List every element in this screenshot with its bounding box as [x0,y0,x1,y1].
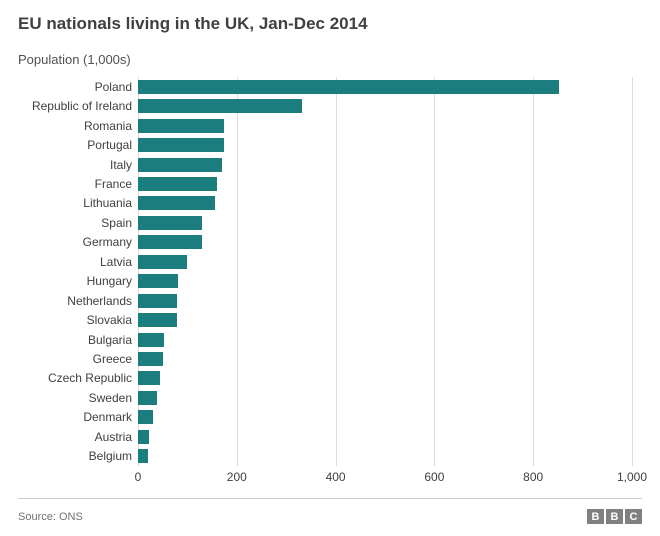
bar-row: Denmark [138,410,632,424]
bar-row: Slovakia [138,313,632,327]
bar [138,216,202,230]
bbc-logo: B B C [587,509,642,524]
category-label: Austria [95,430,138,444]
gridline [336,77,337,466]
bar [138,119,224,133]
plot-region: 02004006008001,000PolandRepublic of Irel… [138,77,632,466]
bar [138,99,302,113]
bbc-logo-c: C [625,509,642,524]
bar [138,371,160,385]
footer: Source: ONS B B C [18,498,642,528]
bar [138,391,157,405]
bar-row: Bulgaria [138,333,632,347]
category-label: Hungary [87,274,138,288]
gridline [632,77,633,466]
bar-row: Sweden [138,391,632,405]
x-tick-label: 400 [326,466,346,484]
x-tick-label: 1,000 [617,466,647,484]
category-label: Greece [93,352,138,366]
category-label: France [95,177,138,191]
bar [138,313,177,327]
bar [138,177,217,191]
category-label: Slovakia [87,313,138,327]
x-tick-label: 600 [424,466,444,484]
chart-subtitle: Population (1,000s) [18,52,642,67]
category-label: Latvia [100,255,138,269]
gridline [138,77,139,466]
bar-row: Latvia [138,255,632,269]
bbc-logo-b1: B [587,509,604,524]
bar-row: Greece [138,352,632,366]
bar [138,430,149,444]
chart-title: EU nationals living in the UK, Jan-Dec 2… [18,14,642,34]
bar [138,138,224,152]
bar-row: Lithuania [138,196,632,210]
bar [138,449,148,463]
category-label: Romania [84,119,138,133]
bar [138,235,202,249]
bar-row: Czech Republic [138,371,632,385]
category-label: Portugal [87,138,138,152]
gridline [237,77,238,466]
bar [138,410,153,424]
bar [138,333,164,347]
chart-area: 02004006008001,000PolandRepublic of Irel… [18,77,642,488]
category-label: Germany [83,235,138,249]
bar-row: Italy [138,158,632,172]
category-label: Republic of Ireland [32,99,138,113]
bar-row: Germany [138,235,632,249]
bar-row: France [138,177,632,191]
x-tick-label: 0 [135,466,142,484]
bar-row: Romania [138,119,632,133]
bar-row: Spain [138,216,632,230]
bar-row: Hungary [138,274,632,288]
category-label: Spain [101,216,138,230]
category-label: Netherlands [67,294,138,308]
bar-row: Austria [138,430,632,444]
category-label: Belgium [89,449,138,463]
bar [138,80,559,94]
category-label: Sweden [89,391,138,405]
category-label: Bulgaria [88,333,138,347]
category-label: Denmark [83,410,138,424]
x-tick-label: 200 [227,466,247,484]
bar [138,158,222,172]
bar-row: Poland [138,80,632,94]
bar-row: Portugal [138,138,632,152]
bar [138,352,163,366]
x-tick-label: 800 [523,466,543,484]
source-label: Source: ONS [18,511,83,523]
category-label: Italy [110,158,138,172]
bar [138,274,178,288]
bar [138,294,177,308]
category-label: Poland [95,80,138,94]
bar-row: Republic of Ireland [138,99,632,113]
bbc-logo-b2: B [606,509,623,524]
category-label: Czech Republic [48,371,138,385]
bar [138,196,215,210]
bar-row: Belgium [138,449,632,463]
bar [138,255,187,269]
gridline [533,77,534,466]
category-label: Lithuania [83,196,138,210]
gridline [434,77,435,466]
bar-row: Netherlands [138,294,632,308]
